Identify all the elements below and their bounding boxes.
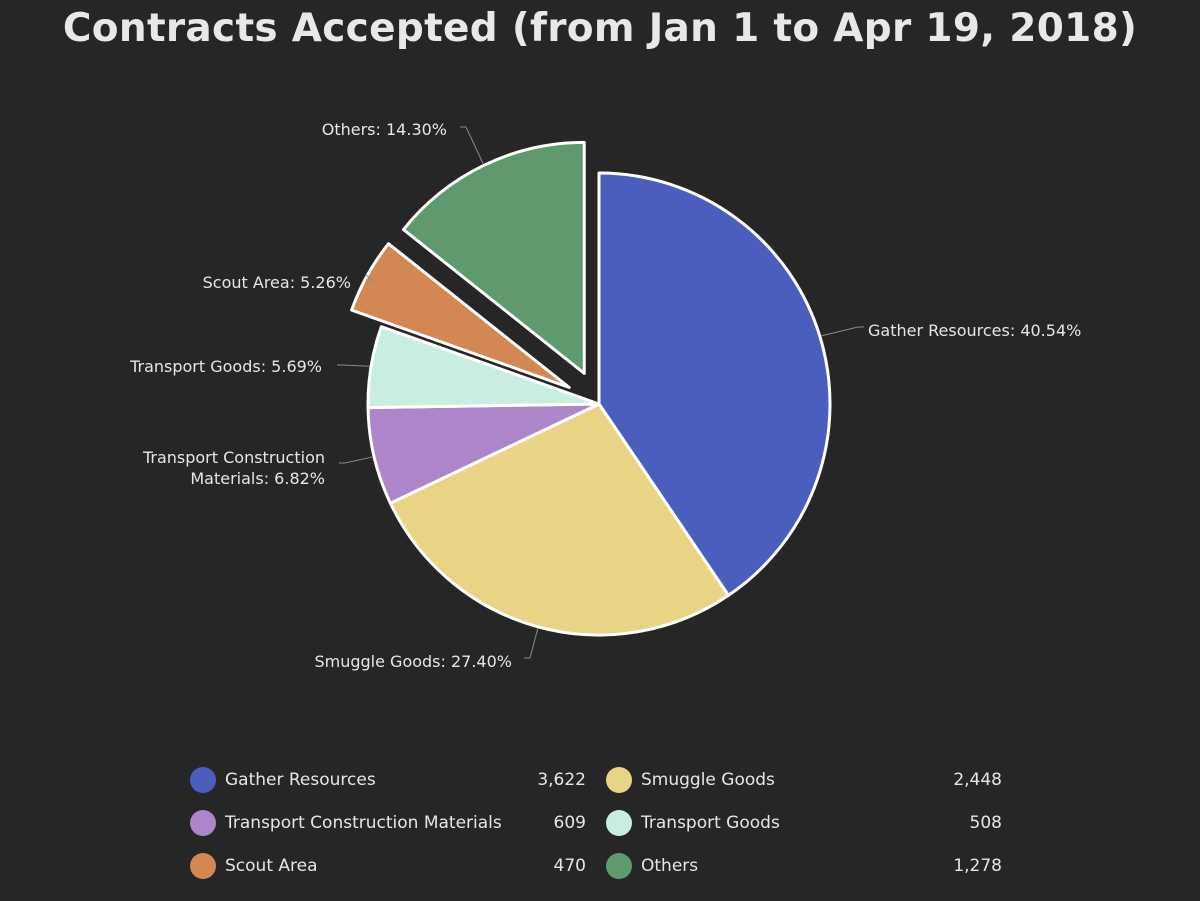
legend-value: 609: [553, 812, 586, 833]
legend-item-scout-area[interactable]: Scout Area 470: [190, 844, 590, 887]
leader-line-scout-area: [365, 274, 374, 281]
slice-label-transport-construction-materials: Transport Construction Materials: 6.82%: [142, 448, 325, 488]
legend-value: 470: [553, 855, 586, 876]
leader-line-gather-resources: [821, 326, 864, 337]
pie-slice-others[interactable]: [401, 140, 586, 375]
pie-slice-smuggle-goods[interactable]: [388, 402, 730, 637]
chart-title: Contracts Accepted (from Jan 1 to Apr 19…: [62, 6, 1138, 51]
slice-label-transport-goods: Transport Goods: 5.69%: [129, 357, 322, 376]
legend-label: Scout Area: [225, 855, 318, 876]
pie-slice-gather-resources[interactable]: [597, 171, 832, 597]
legend-value: 3,622: [537, 769, 586, 790]
slice-label-smuggle-goods: Smuggle Goods: 27.40%: [314, 652, 512, 671]
legend-label: Gather Resources: [225, 769, 376, 790]
legend-item-gather-resources[interactable]: Gather Resources 3,622: [190, 758, 590, 801]
legend-swatch-icon: [606, 766, 632, 793]
legend-swatch-icon: [190, 766, 216, 793]
chart-legend: Gather Resources 3,622 Smuggle Goods 2,448 T…: [190, 758, 1010, 887]
leader-line-transport-construction-materials: [339, 456, 373, 464]
leader-line-others: [460, 126, 484, 164]
legend-label: Smuggle Goods: [641, 769, 775, 790]
legend-item-smuggle-goods[interactable]: Smuggle Goods 2,448: [606, 758, 1006, 801]
legend-label: Others: [641, 855, 699, 876]
legend-value: 2,448: [953, 769, 1002, 790]
legend-value: 508: [969, 812, 1002, 833]
legend-swatch-icon: [190, 809, 216, 836]
legend-item-transport-construction-materials[interactable]: Transport Construction Materials 609: [190, 801, 590, 844]
slice-label-others: Others: 14.30%: [322, 120, 447, 139]
slice-label-gather-resources: Gather Resources: 40.54%: [868, 321, 1081, 340]
legend-swatch-icon: [606, 809, 632, 836]
legend-label: Transport Goods: [641, 812, 780, 833]
legend-item-others[interactable]: Others 1,278: [606, 844, 1006, 887]
legend-label: Transport Construction Materials: [225, 812, 502, 833]
legend-value: 1,278: [953, 855, 1002, 876]
legend-swatch-icon: [606, 852, 632, 879]
leader-line-transport-goods: [337, 364, 370, 367]
pie-slice-transport-goods[interactable]: [366, 325, 601, 410]
legend-item-transport-goods[interactable]: Transport Goods 508: [606, 801, 1006, 844]
leader-line-smuggle-goods: [524, 628, 539, 659]
legend-swatch-icon: [190, 852, 216, 879]
slice-label-scout-area: Scout Area: 5.26%: [203, 273, 351, 292]
